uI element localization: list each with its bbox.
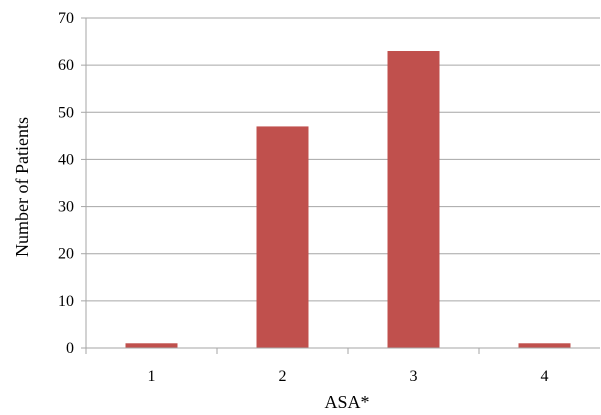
x-tick-label-2: 2 bbox=[279, 368, 287, 385]
y-tick-label: 30 bbox=[58, 199, 74, 216]
x-axis-title: ASA* bbox=[324, 392, 369, 412]
y-tick-label: 50 bbox=[58, 104, 74, 121]
x-tick-label-3: 3 bbox=[410, 368, 418, 385]
gridlines bbox=[86, 17, 600, 302]
y-tick-labels: 0 10 20 30 40 50 60 70 bbox=[58, 10, 74, 357]
x-tick-label-1: 1 bbox=[148, 368, 156, 385]
y-tick-label: 40 bbox=[58, 151, 74, 168]
x-tick-labels: 1 2 3 4 bbox=[148, 368, 549, 385]
y-tick-label: 10 bbox=[58, 293, 74, 310]
bar-4 bbox=[518, 343, 571, 348]
y-axis-title: Number of Patients bbox=[12, 117, 32, 257]
bar-3 bbox=[387, 51, 440, 348]
y-tick-label: 20 bbox=[58, 246, 74, 263]
bars bbox=[125, 51, 571, 348]
axes bbox=[81, 17, 600, 354]
y-tick-label: 60 bbox=[58, 57, 74, 74]
y-tick-label: 70 bbox=[58, 10, 74, 27]
x-tick-label-4: 4 bbox=[541, 368, 549, 385]
bar-2 bbox=[256, 126, 309, 348]
bar-1 bbox=[125, 343, 178, 348]
y-tick-label: 0 bbox=[66, 340, 74, 357]
